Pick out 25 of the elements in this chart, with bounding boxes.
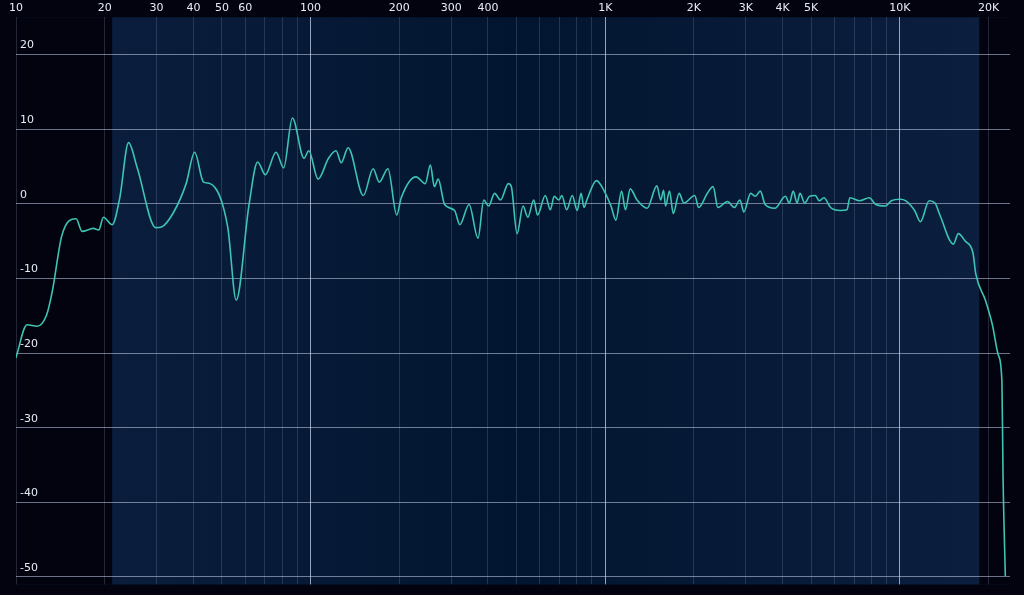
x-tick-label: 400	[477, 1, 499, 15]
y-tick-label: -40	[20, 486, 38, 500]
x-tick-label: 2K	[686, 1, 702, 15]
x-tick-label: 300	[440, 1, 462, 15]
x-tick-label: 10K	[889, 1, 912, 15]
y-tick-label: -50	[20, 560, 38, 574]
y-tick-label: 0	[20, 187, 27, 201]
x-tick-label: 60	[238, 1, 253, 15]
x-tick-label: 30	[149, 1, 164, 15]
x-tick-label: 20	[97, 1, 112, 15]
x-tick-label: 200	[388, 1, 410, 15]
x-tick-label: 50	[214, 1, 229, 15]
y-tick-label: -10	[20, 262, 38, 276]
x-tick-label: 4K	[775, 1, 791, 15]
x-tick-label: 5K	[804, 1, 820, 15]
x-tick-label: 1K	[598, 1, 614, 15]
y-tick-label: -20	[20, 336, 38, 350]
x-tick-label: 40	[186, 1, 201, 15]
y-tick-label: -30	[20, 411, 38, 425]
y-tick-label: 20	[20, 38, 34, 52]
x-tick-label: 100	[300, 1, 322, 15]
x-tick-label: 10	[9, 1, 23, 15]
x-tick-label: 3K	[738, 1, 754, 15]
y-tick-label: 10	[20, 113, 34, 127]
x-tick-label: 20K	[977, 1, 1000, 15]
